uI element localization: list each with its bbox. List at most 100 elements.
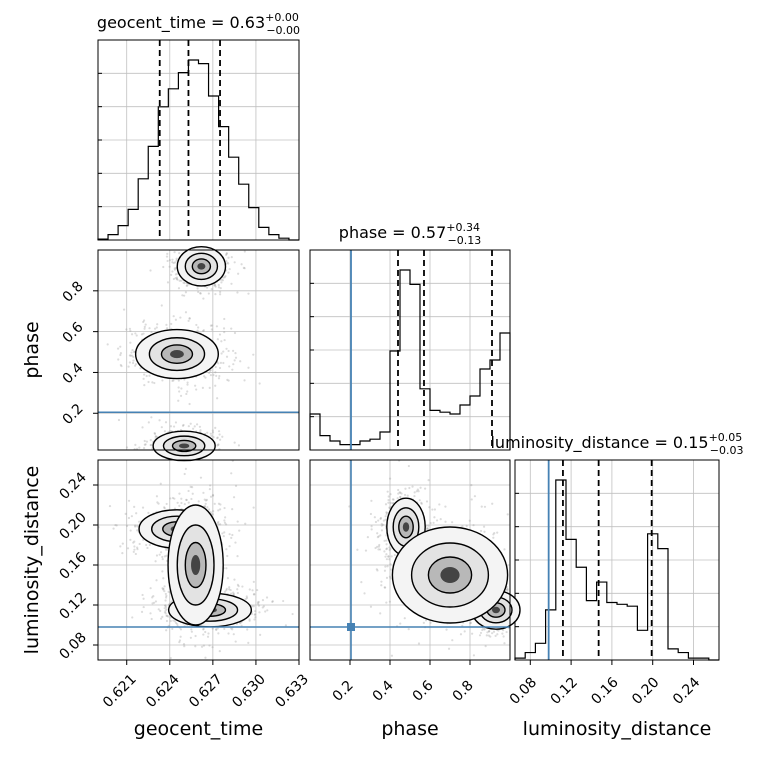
sample-point [161, 558, 164, 561]
sample-point [398, 491, 401, 494]
sample-point [378, 548, 382, 551]
sample-point [451, 639, 454, 642]
sample-point [132, 541, 135, 544]
sample-point [169, 616, 172, 619]
sample-point [391, 502, 395, 505]
sample-point [142, 538, 145, 541]
sample-point [506, 589, 509, 592]
sample-point [228, 545, 231, 548]
sample-point [112, 527, 115, 530]
sample-point [165, 614, 168, 617]
sample-point [177, 287, 181, 290]
sample-point [164, 612, 167, 615]
sample-point [219, 361, 223, 364]
sample-point [150, 617, 153, 621]
sample-point [114, 523, 117, 527]
sample-point [369, 605, 373, 608]
sample-point [209, 484, 212, 487]
sample-point [209, 374, 213, 377]
sample-point [154, 436, 157, 439]
sample-point [377, 519, 380, 522]
sample-point [194, 634, 197, 638]
sample-point [128, 327, 132, 330]
y-tick-label: 0.08 [56, 629, 89, 662]
sample-point [222, 350, 225, 353]
sample-point [170, 273, 173, 276]
sample-point [161, 587, 164, 590]
sample-point [491, 632, 494, 635]
sample-point [225, 587, 228, 590]
sample-point [385, 547, 388, 551]
sample-point [172, 379, 175, 382]
sample-point [482, 627, 485, 630]
sample-point [230, 536, 233, 540]
sample-point [143, 384, 146, 387]
sample-point [208, 371, 211, 375]
density-contour [492, 606, 500, 614]
sample-point [389, 563, 392, 566]
sample-point [209, 432, 212, 435]
sample-point [483, 530, 486, 533]
sample-point [189, 422, 192, 425]
sample-point [291, 612, 294, 616]
sample-point [391, 498, 395, 501]
sample-point [227, 379, 230, 382]
sample-point [231, 349, 235, 352]
sample-point [199, 429, 202, 432]
sample-point [241, 585, 244, 588]
sample-point [206, 506, 209, 509]
sample-point [139, 367, 142, 370]
sample-point [248, 588, 251, 591]
sample-point [154, 435, 157, 438]
sample-point [382, 519, 386, 522]
sample-point [257, 604, 261, 607]
sample-point [223, 506, 226, 510]
sample-point [225, 252, 228, 255]
sample-point [420, 501, 423, 504]
sample-point [234, 356, 238, 359]
sample-point [183, 645, 186, 648]
sample-point [248, 619, 251, 622]
sample-point [151, 381, 154, 384]
sample-point [225, 347, 228, 350]
sample-point [166, 281, 170, 284]
sample-point [216, 338, 219, 341]
sample-point [214, 284, 217, 287]
y-tick-label: 0.8 [60, 278, 87, 305]
sample-point [232, 592, 236, 596]
sample-point [228, 533, 231, 536]
sample-point [136, 525, 139, 528]
sample-point [204, 499, 208, 502]
sample-point [486, 631, 489, 634]
sample-point [242, 266, 245, 269]
sample-point [203, 504, 207, 508]
sample-point [469, 622, 472, 625]
sample-point [191, 492, 194, 495]
sample-point [435, 519, 439, 522]
sample-point [148, 327, 151, 330]
sample-point [202, 329, 205, 332]
sample-point [239, 360, 242, 363]
x-tick-label: 0.24 [670, 674, 703, 707]
sample-point [204, 656, 207, 659]
sample-point [488, 630, 491, 633]
sample-point [171, 627, 174, 631]
sample-point [133, 350, 136, 353]
sample-point [173, 267, 176, 270]
sample-point [172, 261, 175, 265]
sample-point [403, 493, 407, 497]
sample-point [377, 548, 380, 551]
sample-point [284, 624, 288, 627]
sample-point [223, 521, 227, 524]
sample-point [137, 520, 141, 523]
sample-point [173, 251, 176, 254]
sample-point [211, 494, 215, 497]
sample-point [142, 319, 146, 322]
sample-point [142, 332, 145, 335]
sample-point [385, 511, 389, 514]
sample-point [204, 376, 207, 379]
sample-point [383, 569, 387, 572]
sample-point [175, 257, 178, 260]
sample-point [179, 394, 183, 397]
sample-point [223, 276, 226, 279]
